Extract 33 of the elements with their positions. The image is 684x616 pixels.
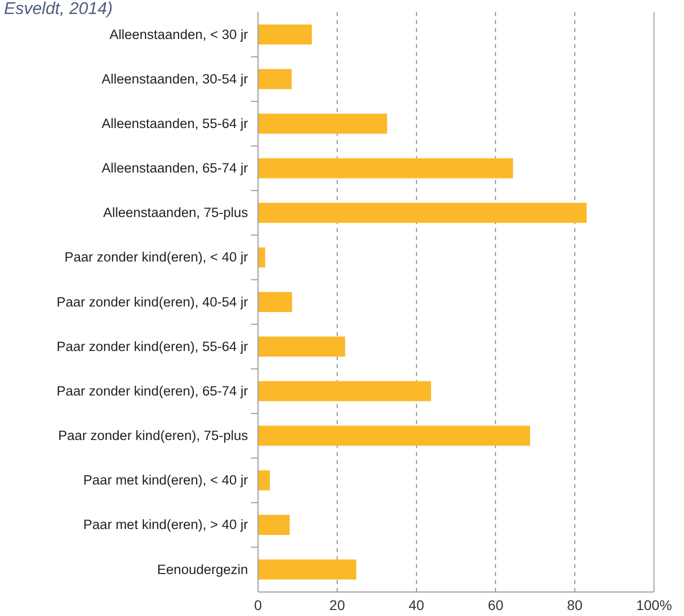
- bar: [258, 336, 346, 357]
- bar: [258, 470, 270, 490]
- bar: [258, 514, 290, 535]
- bar: [258, 158, 514, 178]
- bar: [258, 292, 292, 312]
- text: Esveldt, 2014): [4, 0, 113, 18]
- y-tick-label: Paar zonder kind(eren), < 40 jr: [64, 250, 248, 265]
- bar: [258, 559, 356, 580]
- x-tick-label: 80: [567, 596, 583, 613]
- y-tick-label: Paar met kind(eren), > 40 jr: [83, 517, 248, 532]
- bar: [258, 426, 530, 446]
- x-tick-label: 100%: [636, 596, 672, 613]
- y-tick-label: Alleenstaanden, 30-54 jr: [102, 71, 248, 86]
- y-tick-label: Alleenstaanden, 55-64 jr: [102, 116, 248, 131]
- bar: [258, 69, 292, 90]
- y-tick-label: Paar zonder kind(eren), 75-plus: [58, 428, 248, 444]
- y-tick-label: Paar zonder kind(eren), 55-64 jr: [56, 338, 248, 354]
- x-tick-label: 20: [329, 596, 346, 613]
- y-tick-label: Alleenstaanden, 75-plus: [103, 205, 248, 220]
- y-tick-label: Paar zonder kind(eren), 65-74 jr: [56, 383, 248, 398]
- bar: [258, 202, 587, 223]
- bar: [258, 114, 388, 134]
- bar: [258, 247, 266, 268]
- bar: [258, 381, 432, 402]
- y-tick-label: Paar met kind(eren), < 40 jr: [83, 472, 248, 488]
- y-tick-label: Eenoudergezin: [157, 562, 248, 577]
- x-tick-label: 60: [488, 596, 504, 613]
- x-tick-label: 40: [408, 596, 424, 613]
- y-tick-label: Alleenstaanden, 65-74 jr: [102, 160, 248, 176]
- x-tick-label: 0: [254, 596, 262, 613]
- bar: [258, 24, 312, 45]
- y-tick-label: Alleenstaanden, < 30 jr: [110, 26, 248, 42]
- y-tick-label: Paar zonder kind(eren), 40-54 jr: [56, 294, 248, 310]
